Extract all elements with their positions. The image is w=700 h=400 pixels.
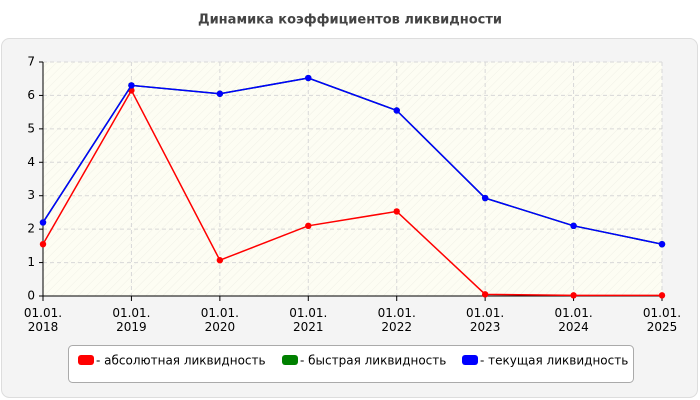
point — [39, 219, 47, 226]
x-tick-label: 01.01. 2023 — [466, 306, 505, 334]
y-tick-label: 3 — [27, 188, 35, 202]
y-tick-label: 0 — [27, 289, 35, 303]
point — [481, 291, 489, 298]
chart-title: Динамика коэффициентов ликвидности — [198, 13, 502, 28]
y-tick-label: 7 — [27, 55, 35, 69]
legend-label: - текущая ликвидность — [480, 354, 628, 368]
series-line — [42, 88, 662, 297]
point — [570, 292, 577, 299]
legend — [68, 345, 634, 383]
legend-swatch — [282, 355, 298, 365]
point — [128, 82, 135, 89]
x-tick-label: 01.01. 2020 — [200, 306, 239, 334]
point — [216, 90, 224, 97]
x-tick-label: 01.01. 2019 — [112, 306, 151, 334]
point — [658, 292, 666, 299]
point — [393, 107, 400, 114]
y-tick-label: 1 — [27, 255, 35, 269]
point — [481, 194, 489, 202]
series-line — [42, 77, 663, 245]
point — [305, 74, 312, 82]
legend-swatch — [462, 355, 478, 365]
point — [216, 257, 224, 264]
point — [570, 222, 577, 229]
x-tick-label: 01.01. 2022 — [377, 306, 416, 334]
point — [39, 240, 47, 248]
y-tick-label: 4 — [27, 155, 35, 169]
legend-label: - абсолютная ликвидность — [96, 354, 266, 368]
point — [393, 208, 400, 215]
legend-swatch — [78, 355, 94, 365]
x-tick-label: 01.01. 2025 — [642, 306, 682, 334]
point — [658, 240, 666, 248]
x-tick-label: 01.01. 2018 — [23, 306, 63, 334]
plot-area — [43, 62, 662, 296]
y-tick-label: 2 — [27, 222, 35, 236]
x-tick-label: 01.01. 2024 — [554, 306, 593, 334]
x-tick-label: 01.01. 2021 — [289, 306, 328, 334]
y-tick-label: 6 — [27, 88, 35, 102]
legend-label: - быстрая ликвидность — [300, 354, 446, 368]
point — [305, 222, 312, 229]
y-tick-label: 5 — [27, 121, 35, 135]
